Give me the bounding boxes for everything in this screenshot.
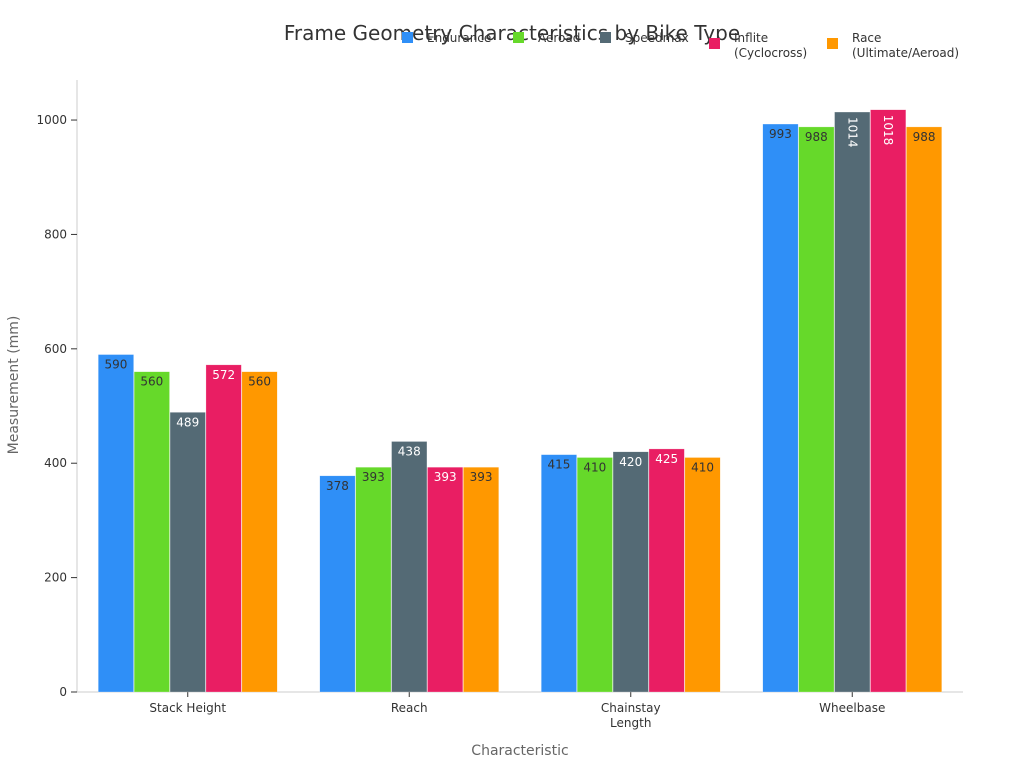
text-line: Speedmax [625, 31, 689, 45]
legend-label: Aeroad [538, 31, 580, 45]
legend: Endurance Aeroad Speedmax Inflite (Cyclocros… [402, 31, 959, 60]
data-label: 420 [619, 455, 642, 469]
y-tick-label: 1000 [36, 113, 67, 127]
legend-item: Aeroad [513, 31, 580, 45]
data-label: 415 [547, 458, 570, 472]
data-label: 560 [140, 375, 163, 389]
data-label: 410 [691, 460, 714, 474]
bar [427, 466, 464, 693]
data-label: 425 [655, 452, 678, 466]
bar [541, 454, 577, 693]
axes: 0 200 400 600 800 1000 Stack Height Reach Chains… [36, 80, 963, 730]
legend-swatch [709, 38, 720, 49]
x-tick-label: Chainstay Length [601, 701, 661, 730]
bar [169, 412, 206, 693]
bar [391, 441, 428, 693]
y-tick-label: 400 [44, 456, 67, 470]
bar [319, 475, 356, 693]
data-label: 988 [805, 130, 828, 144]
legend-item: Inflite (Cyclocross) [709, 31, 807, 60]
text-line: Reach [391, 701, 428, 715]
text-line: Aeroad [538, 31, 580, 45]
data-label: 438 [398, 444, 421, 458]
bar [648, 448, 685, 693]
data-label: 988 [913, 130, 936, 144]
bar [355, 466, 392, 693]
legend-item: Endurance [402, 31, 491, 45]
y-tick-label: 800 [44, 227, 67, 241]
data-label: 393 [470, 470, 493, 484]
x-tick-label: Reach [391, 701, 428, 715]
bar [762, 123, 799, 693]
text-line: Chainstay [601, 701, 661, 715]
data-label: 560 [248, 375, 271, 389]
data-label: 393 [362, 470, 385, 484]
data-label: 1014 [845, 117, 859, 148]
data-label: 410 [583, 460, 606, 474]
bar [612, 451, 649, 693]
legend-swatch [513, 32, 524, 43]
text-line: Stack Height [149, 701, 226, 715]
bar [98, 354, 134, 693]
y-tick-label: 600 [44, 342, 67, 356]
data-label: 1018 [881, 115, 895, 146]
bar [241, 371, 278, 693]
data-label: 378 [326, 479, 349, 493]
bar [576, 457, 613, 693]
x-tick-label: Stack Height [149, 701, 226, 715]
bar [798, 126, 835, 693]
y-tick-label: 200 [44, 571, 67, 585]
y-axis-title: Measurement (mm) [6, 316, 22, 455]
x-axis-title: Characteristic [471, 743, 568, 759]
data-label: 489 [176, 415, 199, 429]
data-label: 993 [769, 127, 792, 141]
text-line: Endurance [427, 31, 491, 45]
legend-swatch [600, 32, 611, 43]
bar [463, 466, 500, 693]
text-line: (Cyclocross) [734, 46, 807, 60]
data-label: 590 [104, 358, 127, 372]
legend-label: Inflite (Cyclocross) [734, 31, 807, 60]
x-tick-label: Wheelbase [819, 701, 885, 715]
data-label: 393 [434, 470, 457, 484]
bar [870, 109, 907, 693]
bar [205, 364, 242, 693]
legend-label: Speedmax [625, 31, 689, 45]
bar [684, 457, 721, 693]
bar [834, 111, 871, 693]
text-line: (Ultimate/Aeroad) [852, 46, 959, 60]
bar-labels: 590 560 489 572 560 378 393 438 393 393 415 410 420 4… [104, 115, 935, 493]
legend-swatch [402, 32, 413, 43]
legend-item: Race (Ultimate/Aeroad) [827, 31, 959, 60]
legend-label: Race (Ultimate/Aeroad) [852, 31, 959, 60]
chart-title: Frame Geometry Characteristics by Bike T… [284, 21, 740, 45]
legend-swatch [827, 38, 838, 49]
legend-label: Endurance [427, 31, 491, 45]
text-line: Inflite [734, 31, 768, 45]
bars [98, 109, 942, 693]
bar [906, 126, 942, 693]
bar [133, 371, 170, 693]
legend-item: Speedmax [600, 31, 689, 45]
text-line: Race [852, 31, 881, 45]
y-tick-label: 0 [59, 685, 67, 699]
text-line: Wheelbase [819, 701, 885, 715]
text-line: Length [610, 716, 651, 730]
data-label: 572 [212, 368, 235, 382]
